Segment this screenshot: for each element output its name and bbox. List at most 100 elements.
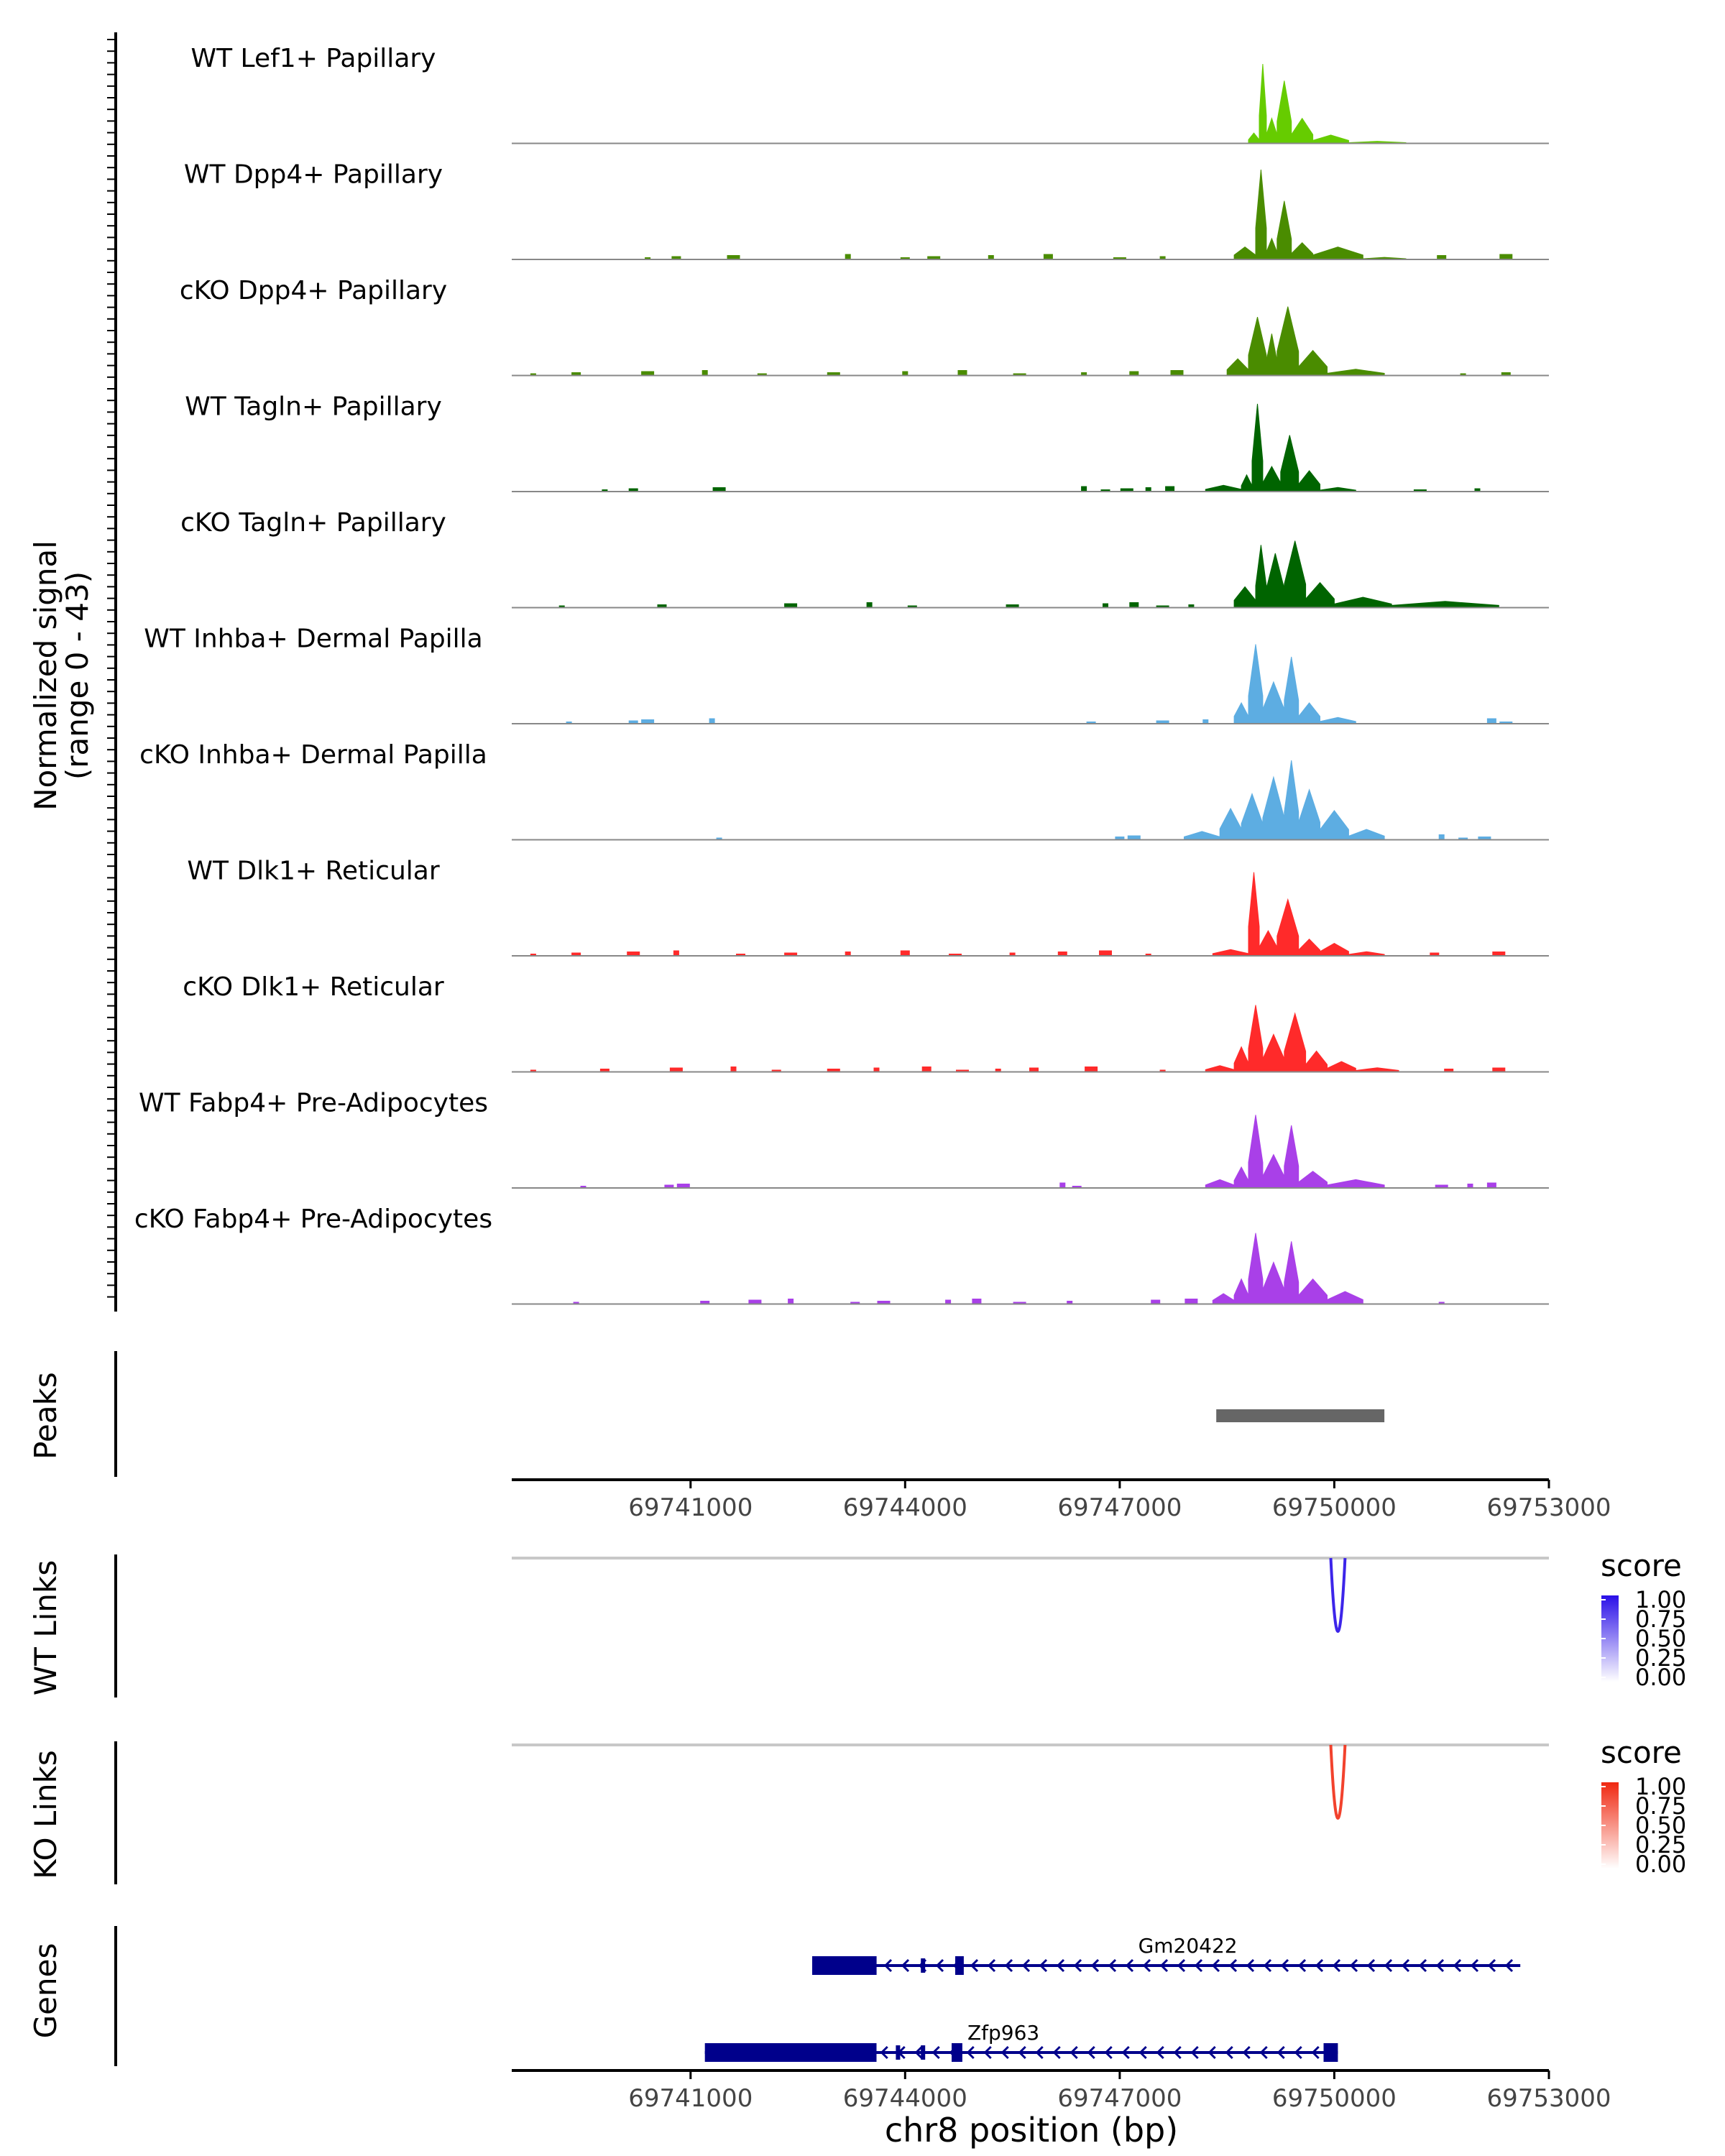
strand-arrow (1349, 1958, 1358, 1973)
strand-arrow (1087, 2045, 1095, 2060)
coverage-noise-bar (641, 371, 655, 376)
coverage-noise-bar (1165, 486, 1175, 492)
coverage-noise-bar (702, 370, 708, 376)
coverage-track-label: WT Fabp4+ Pre-Adipocytes (139, 1088, 488, 1118)
strand-arrow (1108, 1958, 1117, 1973)
coverage-noise-bar (673, 950, 679, 956)
strand-arrow (1246, 1958, 1255, 1973)
peaks-track (1216, 1409, 1385, 1422)
coverage-signal (1205, 403, 1356, 492)
coverage-noise-bar (558, 605, 565, 608)
strand-arrow (1208, 2045, 1216, 2060)
coverage-noise-bar (530, 1069, 536, 1072)
coverage-noise-bar (988, 255, 994, 259)
x-axis-tick-label: 69744000 (843, 2084, 967, 2113)
coverage-noise-bar (1437, 255, 1447, 259)
strand-arrow (1332, 1958, 1341, 1973)
coverage-noise-bar (866, 602, 873, 608)
coverage-noise-bar (1499, 254, 1513, 259)
coverage-noise-bar (827, 1069, 840, 1072)
coverage-noise-bar (827, 372, 840, 376)
coverage-noise-bar (571, 372, 581, 376)
coverage-y-axis-title-line2: (range 0 - 43) (60, 571, 95, 780)
coverage-noise-bar (1009, 952, 1016, 956)
strand-arrow (1052, 2045, 1061, 2060)
coverage-noise-bar (657, 604, 667, 608)
strand-arrow (1401, 1958, 1410, 1973)
strand-arrow (935, 1958, 944, 1973)
gene-name: Gm20422 (1138, 1934, 1238, 1958)
strand-arrow (1225, 2045, 1233, 2060)
coverage-noise-bar (1438, 834, 1445, 840)
coverage-noise-bar (716, 837, 722, 840)
strand-arrow (1159, 1958, 1169, 1973)
coverage-track-label: WT Tagln+ Papillary (185, 392, 442, 421)
strand-arrow (1156, 2045, 1164, 2060)
coverage-noise-bar (1467, 1184, 1473, 1188)
coverage-noise-bar (1486, 1182, 1496, 1188)
coverage-noise-bar (580, 1186, 586, 1188)
strand-arrow (1125, 1958, 1134, 1973)
coverage-noise-bar (748, 1299, 762, 1304)
coverage-noise-bar (627, 952, 640, 956)
coverage-noise-bar (1156, 605, 1169, 608)
link-track-label: WT Links (28, 1560, 63, 1695)
coverage-noise-bar (771, 1069, 781, 1072)
link-arc (1329, 1744, 1347, 1820)
coverage-noise-bar (671, 256, 681, 259)
coverage-signal (1233, 644, 1356, 724)
coverage-noise-bar (571, 952, 581, 956)
coverage-noise-bar (645, 257, 651, 259)
strand-arrow (1263, 1958, 1272, 1973)
coverage-noise-bar (1059, 1182, 1066, 1188)
coverage-noise-bar (1478, 837, 1491, 840)
gene-exon (896, 2045, 901, 2060)
coverage-track-label: cKO Dpp4+ Papillary (180, 276, 447, 305)
legend-tick-label: 0.50 (1635, 1625, 1686, 1652)
coverage-noise-bar (1413, 489, 1427, 492)
coverage-noise-bar (995, 1069, 1001, 1072)
coverage-noise-bar (927, 256, 941, 259)
coverage-noise-bar (530, 954, 536, 956)
coverage-noise-bar (1159, 1069, 1166, 1072)
coverage-noise-bar (949, 954, 962, 956)
coverage-noise-bar (712, 487, 726, 492)
coverage-signal (1248, 63, 1407, 144)
coverage-noise-bar (1103, 603, 1108, 608)
strand-arrow (1039, 1958, 1048, 1973)
coverage-noise-bar (1184, 1299, 1198, 1304)
coverage-noise-bar (845, 254, 851, 259)
peak-region (1216, 1409, 1385, 1422)
coverage-noise-bar (873, 1067, 880, 1072)
coverage-track-label: WT Dpp4+ Papillary (184, 160, 443, 189)
coverage-noise-bar (1202, 719, 1209, 724)
coverage-noise-bar (1159, 256, 1166, 259)
coverage-noise-bar (669, 1067, 683, 1072)
coverage-noise-bar (602, 489, 608, 492)
strand-arrow (1384, 1958, 1393, 1973)
strand-arrow (1073, 1958, 1082, 1973)
gene-exon (704, 2043, 877, 2062)
coverage-signal (1184, 760, 1385, 840)
coverage-noise-bar (1188, 604, 1195, 608)
coverage-track-label: WT Lef1+ Papillary (191, 44, 436, 73)
strand-arrow (1090, 1958, 1100, 1973)
coverage-noise-bar (1081, 486, 1087, 492)
strand-arrow (966, 2045, 975, 2060)
strand-arrow (1056, 1958, 1065, 1973)
coverage-signal (1205, 1005, 1399, 1072)
strand-arrow (1021, 1958, 1031, 1973)
coverage-noise-bar (784, 952, 798, 956)
coverage-noise-bar (907, 605, 917, 608)
strand-arrow (1035, 2045, 1044, 2060)
coverage-noise-bar (664, 1184, 674, 1188)
coverage-noise-bar (1129, 371, 1139, 376)
strand-arrow (1470, 1958, 1479, 1973)
strand-arrow (1173, 2045, 1182, 2060)
coverage-track-label: cKO Fabp4+ Pre-Adipocytes (134, 1204, 492, 1234)
coverage-noise-bar (902, 371, 908, 376)
strand-arrow (1435, 1958, 1445, 1973)
coverage-noise-bar (1156, 720, 1169, 724)
coverage-noise-bar (788, 1299, 794, 1304)
